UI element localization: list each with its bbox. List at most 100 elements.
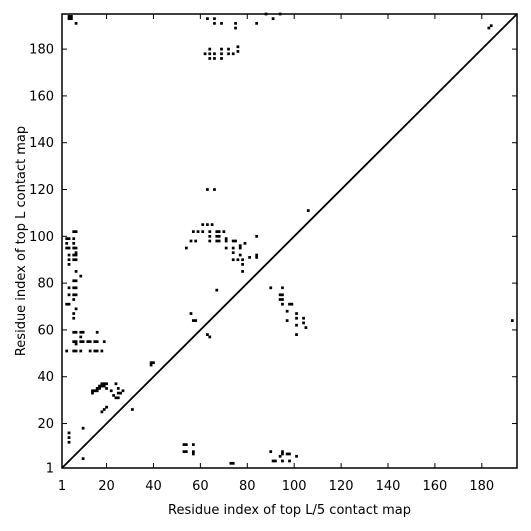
contact-point xyxy=(295,312,298,315)
contact-point xyxy=(304,326,308,329)
contact-point xyxy=(72,340,76,343)
contact-point xyxy=(67,263,71,266)
contact-point xyxy=(81,330,85,334)
contact-point xyxy=(74,307,78,311)
contact-point xyxy=(231,461,235,465)
contact-point xyxy=(114,382,118,386)
y-tick-label: 40 xyxy=(37,370,54,385)
contact-point xyxy=(105,382,108,386)
contact-point xyxy=(208,52,212,56)
contact-point xyxy=(288,452,291,456)
y-tick-label: 180 xyxy=(29,43,54,58)
contact-point xyxy=(302,316,305,320)
contact-point xyxy=(102,340,106,343)
contact-point xyxy=(215,239,219,243)
contact-point xyxy=(217,234,221,238)
contact-point xyxy=(295,454,298,458)
contact-point xyxy=(67,440,71,444)
contact-point xyxy=(191,450,195,453)
contact-point xyxy=(236,50,240,53)
contact-point xyxy=(222,230,226,234)
contact-point xyxy=(201,223,205,226)
contact-point xyxy=(72,246,76,250)
contact-point xyxy=(285,452,289,456)
contact-point xyxy=(74,340,78,343)
contact-point xyxy=(116,387,120,390)
contact-point xyxy=(234,26,237,30)
contact-point xyxy=(67,237,71,241)
contact-point xyxy=(67,17,71,21)
contact-point xyxy=(269,286,273,290)
contact-point xyxy=(74,286,78,290)
contact-point xyxy=(72,349,76,353)
contact-point xyxy=(238,253,242,257)
contact-point xyxy=(67,302,71,306)
contact-point xyxy=(81,457,85,461)
contact-point xyxy=(231,239,235,243)
contact-point xyxy=(203,52,207,56)
contact-points xyxy=(65,12,514,465)
contact-point xyxy=(281,293,284,297)
contact-point xyxy=(281,452,284,456)
y-tick-label: 140 xyxy=(29,136,54,151)
contact-point xyxy=(86,340,90,343)
contact-point xyxy=(234,239,237,243)
contact-point xyxy=(278,454,282,458)
contact-point xyxy=(278,293,282,297)
contact-point xyxy=(65,241,69,245)
contact-point xyxy=(72,293,76,297)
contact-point xyxy=(116,391,120,395)
contact-point xyxy=(191,452,195,456)
contact-point xyxy=(74,279,78,283)
contact-point xyxy=(248,256,252,259)
contact-point xyxy=(72,330,76,334)
y-axis-title: Residue index of top L contact map xyxy=(14,126,29,356)
contact-point xyxy=(217,230,221,234)
x-tick-label: 180 xyxy=(469,479,494,494)
contact-point xyxy=(231,246,235,250)
contact-point xyxy=(220,47,223,51)
contact-point xyxy=(93,340,97,343)
contact-point xyxy=(285,319,289,322)
contact-point xyxy=(255,234,259,238)
contact-point xyxy=(213,188,216,191)
contact-point xyxy=(269,450,273,453)
contact-point xyxy=(79,274,83,278)
contact-point xyxy=(236,258,240,262)
contact-point xyxy=(229,461,233,465)
contact-point xyxy=(206,223,209,226)
y-tick-label: 1 xyxy=(46,462,54,477)
contact-point xyxy=(274,459,277,463)
contact-point xyxy=(119,391,123,395)
contact-point xyxy=(67,431,71,435)
contact-point xyxy=(255,253,259,257)
x-tick-label: 40 xyxy=(145,479,162,494)
contact-point xyxy=(79,330,83,334)
contact-point xyxy=(295,333,298,336)
contact-point xyxy=(213,52,216,56)
contact-point xyxy=(93,349,97,353)
contact-point xyxy=(72,253,76,257)
contact-point xyxy=(184,246,188,250)
contact-point xyxy=(285,309,289,313)
contact-point xyxy=(74,270,78,273)
contact-point xyxy=(281,302,284,306)
contact-point xyxy=(281,459,284,463)
contact-point xyxy=(102,384,106,388)
contact-point xyxy=(74,253,78,257)
contact-point xyxy=(487,26,491,30)
contact-point xyxy=(74,21,78,25)
x-tick-label: 160 xyxy=(422,479,447,494)
contact-point xyxy=(206,333,209,336)
contact-point xyxy=(201,230,205,234)
contact-point xyxy=(72,286,76,290)
contact-point xyxy=(130,408,134,411)
y-tick-label: 160 xyxy=(29,89,54,104)
contact-point xyxy=(241,263,244,266)
contact-point xyxy=(79,340,83,343)
x-tick-label: 1 xyxy=(58,479,66,494)
contact-point xyxy=(227,52,230,56)
contact-point xyxy=(70,17,73,21)
contact-point xyxy=(91,389,94,393)
contact-point xyxy=(114,396,118,400)
